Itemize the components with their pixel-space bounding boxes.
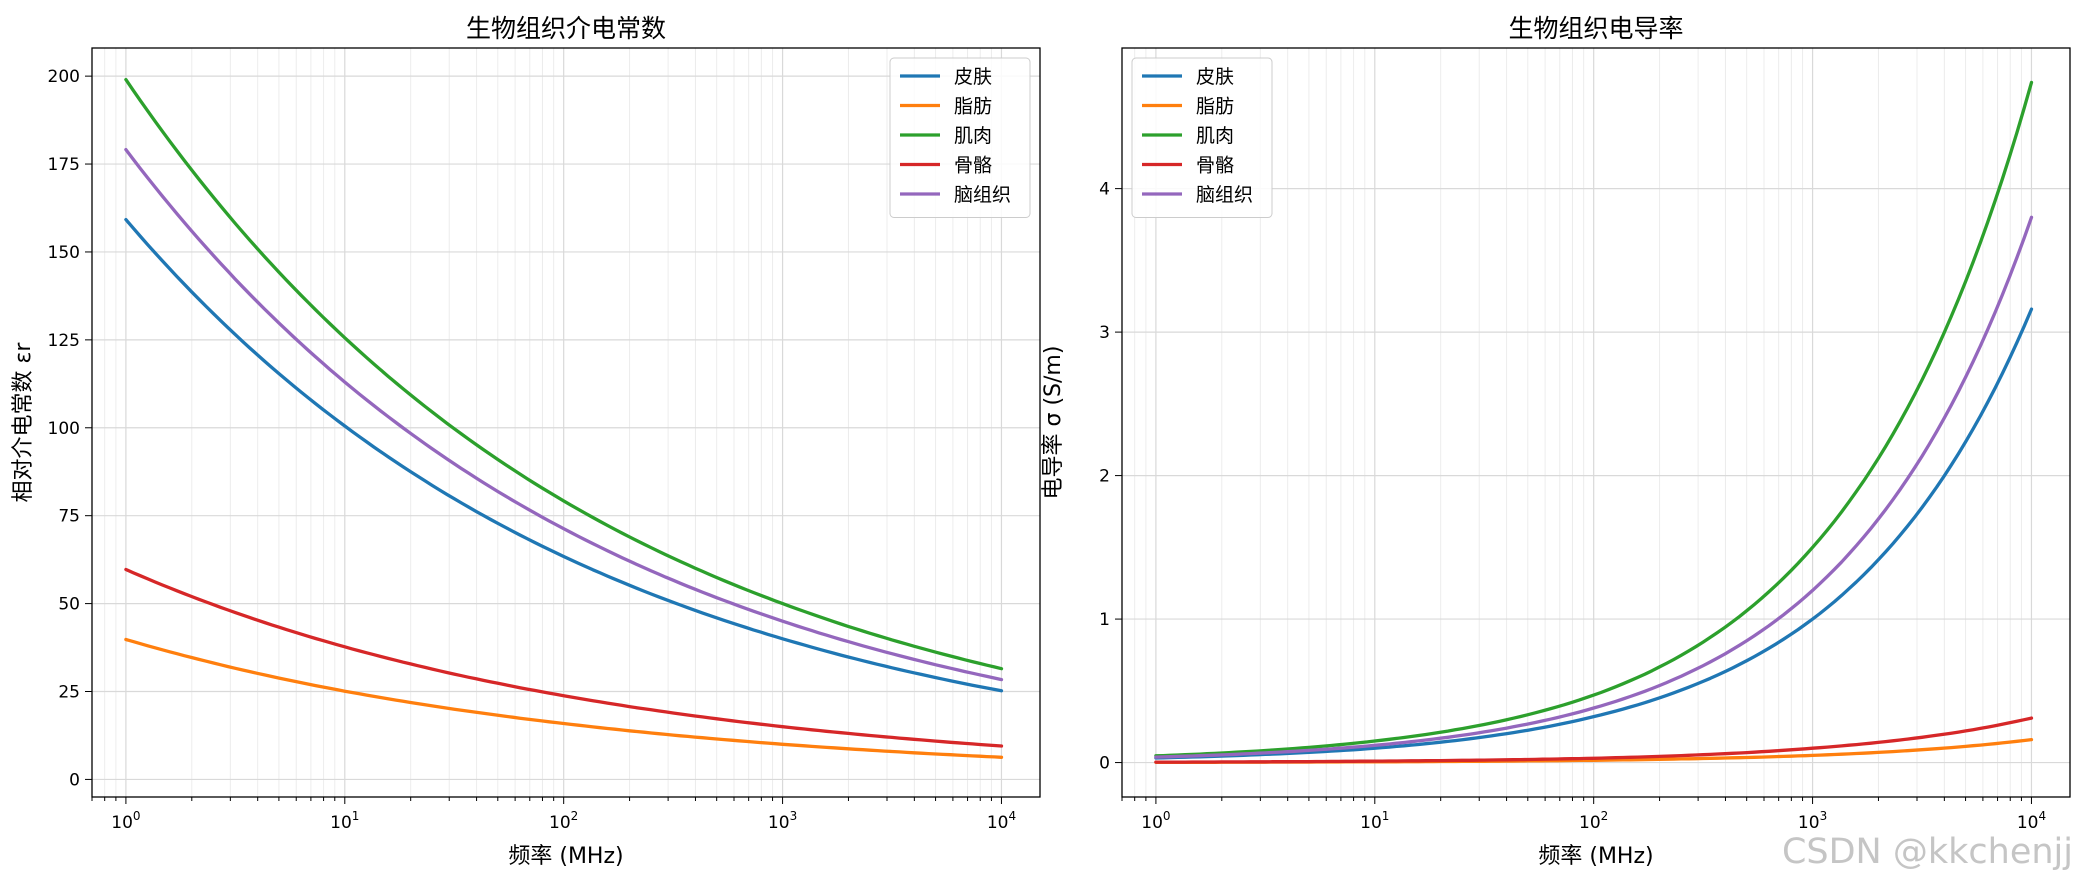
- y-tick-label: 1: [1099, 610, 1110, 630]
- legend-label-5: 脑组织: [954, 184, 1011, 206]
- legend-label-2: 脂肪: [954, 96, 992, 118]
- y-tick-label: 200: [48, 67, 80, 87]
- legend-label-5: 脑组织: [1196, 184, 1253, 206]
- series-lines: [124, 77, 1004, 759]
- x-tick-label: 104: [987, 809, 1016, 833]
- series-line-3: [124, 77, 1004, 671]
- x-tick-label: 101: [330, 809, 359, 833]
- chart-panel-1: 100 101 102 103 104 0 25 50 75 100 125 150 175 200 生物组…: [11, 14, 1041, 869]
- x-tick-label: 103: [1798, 809, 1827, 833]
- series-line-1: [1154, 307, 2034, 760]
- series-lines: [1154, 80, 2034, 764]
- series-line-5: [124, 147, 1004, 682]
- y-tick-label: 75: [58, 507, 80, 527]
- x-tick-label: 103: [768, 809, 797, 833]
- y-axis-label: 电导率 σ (S/m): [1041, 346, 1066, 500]
- legend-label-4: 骨骼: [954, 155, 992, 177]
- series-line-4: [1154, 716, 2034, 764]
- y-tick-label: 0: [1099, 754, 1110, 774]
- y-tick-label: 100: [48, 419, 80, 439]
- axes-frame: [1121, 47, 2071, 798]
- axes-frame: [91, 47, 1041, 798]
- watermark: CSDN @kkchenjj: [1781, 832, 2073, 872]
- series-line-4: [124, 567, 1004, 748]
- chart-title: 生物组织介电常数: [466, 14, 666, 43]
- chart-title: 生物组织电导率: [1508, 14, 1683, 43]
- legend-label-3: 肌肉: [954, 125, 992, 147]
- series-line-3: [1154, 80, 2034, 758]
- y-axis-label: 相对介电常数 εr: [11, 342, 36, 503]
- series-line-5: [1154, 215, 2034, 759]
- x-tick-label: 101: [1360, 809, 1389, 833]
- x-tick-label: 102: [549, 809, 578, 833]
- series-line-1: [124, 217, 1004, 693]
- legend-box: [1131, 57, 1273, 218]
- y-tick-label: 50: [58, 595, 80, 615]
- grid-lines: [91, 48, 1040, 797]
- y-tick-label: 4: [1099, 180, 1110, 200]
- y-tick-label: 125: [48, 331, 80, 351]
- legend-box: [889, 57, 1031, 218]
- x-axis-label: 频率 (MHz): [508, 844, 623, 869]
- legend-label-4: 骨骼: [1196, 155, 1234, 177]
- grid-lines: [1121, 48, 2070, 797]
- legend-label-2: 脂肪: [1196, 96, 1234, 118]
- legend-label-1: 皮肤: [1196, 66, 1234, 88]
- x-tick-label: 102: [1579, 809, 1608, 833]
- y-tick-label: 175: [48, 155, 80, 175]
- x-tick-label: 100: [1141, 809, 1170, 833]
- legend-label-3: 肌肉: [1196, 125, 1234, 147]
- x-tick-label: 104: [2017, 809, 2046, 833]
- y-tick-label: 150: [48, 243, 80, 263]
- legend-label-1: 皮肤: [954, 66, 992, 88]
- x-axis-label: 频率 (MHz): [1538, 844, 1653, 869]
- y-tick-label: 3: [1099, 323, 1110, 343]
- y-tick-label: 0: [69, 770, 80, 790]
- y-tick-label: 2: [1099, 467, 1110, 487]
- series-line-2: [124, 637, 1004, 759]
- x-tick-label: 100: [111, 809, 140, 833]
- y-tick-label: 25: [58, 683, 80, 703]
